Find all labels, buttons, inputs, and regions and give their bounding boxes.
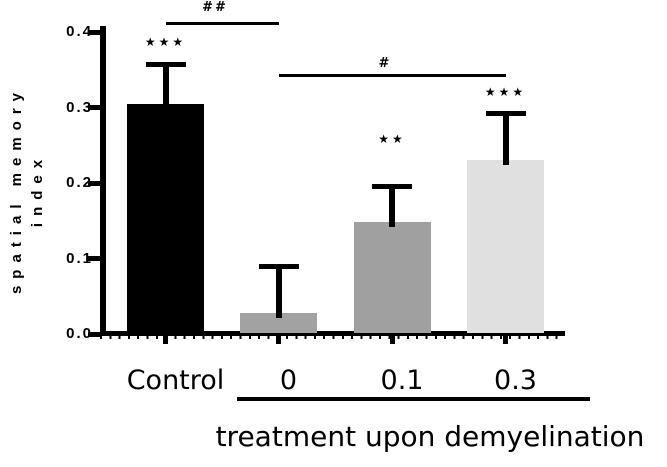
- x-axis-major-tick-0-1: [389, 336, 395, 344]
- x-axis-minor-ticks: [100, 336, 565, 339]
- x-tick-label-control: Control: [126, 365, 225, 396]
- error-bar-cap-0: [258, 263, 299, 269]
- y-axis-tick-label-0.4: 0.4: [66, 23, 93, 40]
- treatment-group-underline: [237, 397, 590, 401]
- significance-bracket-line--: [165, 22, 279, 25]
- x-tick-label-0-1: 0.1: [380, 365, 424, 396]
- y-axis-tick-label-0.0: 0.0: [66, 325, 93, 342]
- x-axis-title: treatment upon demyelination: [215, 420, 645, 453]
- bar-0-1: [353, 222, 431, 333]
- y-axis-line: [100, 26, 106, 336]
- y-axis-tick-0.2: [88, 180, 100, 186]
- significance-bracket-label--: ##: [202, 0, 228, 15]
- bar-0: [240, 312, 317, 333]
- x-tick-label-0: 0: [279, 365, 298, 396]
- significance-bracket-line--: [278, 74, 506, 77]
- error-bar-line-0-3: [502, 113, 509, 166]
- x-axis-major-tick-control: [163, 336, 168, 344]
- y-axis-title-line1: spatial memory: [8, 85, 25, 295]
- y-axis-tick-0.3: [88, 105, 100, 110]
- y-axis-tick-label-0.1: 0.1: [66, 249, 93, 267]
- bar-control: [127, 103, 204, 333]
- y-axis-tick-0.0: [88, 331, 100, 337]
- error-bar-cap-control: [145, 61, 186, 67]
- error-bar-cap-0-1: [372, 183, 412, 189]
- y-axis-tick-label-0.3: 0.3: [66, 98, 93, 116]
- significance-bracket-label--: #: [378, 56, 392, 71]
- error-bar-cap-0-3: [485, 111, 526, 117]
- error-bar-line-0: [275, 266, 282, 318]
- x-axis-line: [100, 331, 565, 336]
- x-axis-major-tick-0-3: [503, 336, 508, 344]
- significance-stars-control: ★★★: [144, 34, 187, 49]
- y-axis-tick-0.4: [88, 29, 100, 35]
- error-bar-line-0-1: [389, 186, 395, 228]
- significance-stars-0-3: ★★★: [484, 85, 527, 100]
- x-axis-major-tick-0: [276, 336, 281, 344]
- x-tick-label-0-3: 0.3: [494, 365, 537, 396]
- error-bar-line-control: [162, 64, 169, 109]
- y-axis-tick-label-0.2: 0.2: [66, 174, 93, 191]
- bar-0-3: [467, 160, 544, 333]
- y-axis-tick-0.1: [88, 256, 100, 261]
- significance-stars-0-1: ★★: [378, 131, 406, 146]
